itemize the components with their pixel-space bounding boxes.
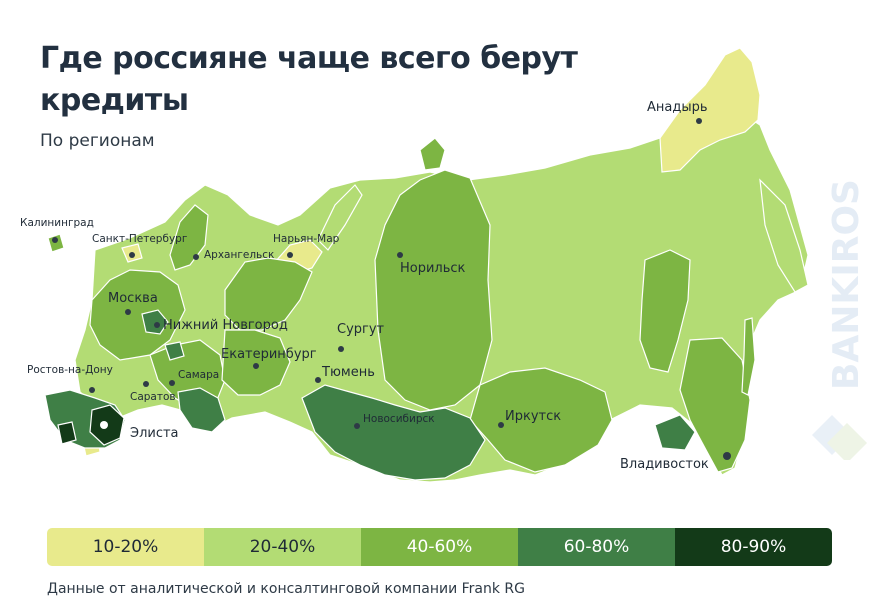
region-karelia [169, 204, 209, 271]
city-dot-spb [129, 252, 135, 258]
city-dot-tyumen [315, 377, 321, 383]
region-komi [224, 257, 313, 331]
city-label-spb: Санкт-Петербург [92, 233, 187, 245]
city-dot-surgut [338, 346, 344, 352]
region-amur [654, 414, 696, 451]
region-moscow-ring [141, 309, 169, 335]
city-label-nizhny: Нижний Новгород [163, 318, 288, 333]
region-tatarstan [164, 341, 185, 361]
city-dot-norilsk [397, 252, 403, 258]
legend-item-2: 20-40% [204, 528, 361, 566]
city-dot-vladivostok [723, 452, 731, 460]
region-primorye [679, 337, 751, 473]
region-yamal-island [419, 137, 446, 171]
watermark-text: BANKIROS [826, 179, 867, 390]
city-dot-rostov [89, 387, 95, 393]
city-dot-saratov [143, 381, 149, 387]
region-central [89, 269, 186, 361]
legend-item-5: 80-90% [675, 528, 832, 566]
city-label-saratov: Саратов [130, 391, 176, 403]
region-sakhalin [741, 317, 756, 396]
city-label-irkutsk: Иркутск [505, 409, 561, 424]
region-orenburg [177, 387, 226, 433]
city-dot-irkutsk [498, 422, 504, 428]
russia-map: Калининград Санкт-Петербург Архангельск … [20, 47, 809, 483]
region-siberia-south [301, 384, 486, 481]
city-label-tyumen: Тюмень [321, 365, 375, 380]
watermark-logo-icon [812, 415, 867, 460]
city-dot-ekaterinburg [253, 363, 259, 369]
legend: 10-20% 20-40% 40-60% 60-80% 80-90% [47, 528, 832, 566]
city-markers [52, 118, 731, 460]
city-dot-naryan-mar [287, 252, 293, 258]
city-dot-nizhny [154, 322, 160, 328]
city-label-kaliningrad: Калининград [20, 217, 94, 229]
region-irkutsk [469, 367, 613, 473]
city-dot-moscow [125, 309, 131, 315]
region-kamchatka [759, 178, 809, 293]
city-label-moscow: Москва [108, 291, 158, 306]
city-dot-arkhangelsk [193, 254, 199, 260]
bankiros-watermark: BANKIROS [812, 179, 867, 460]
city-dot-samara [169, 380, 175, 386]
city-label-arkhangelsk: Архангельск [204, 249, 274, 261]
city-label-surgut: Сургут [337, 322, 385, 337]
city-label-samara: Самара [178, 369, 219, 381]
legend-item-1: 10-20% [47, 528, 204, 566]
source-note: Данные от аналитической и консалтинговой… [47, 581, 526, 597]
city-label-norilsk: Норильск [400, 261, 466, 276]
region-caucasus-dark [57, 421, 77, 445]
city-label-novosibirsk: Новосибирск [363, 413, 435, 425]
city-label-rostov: Ростов-на-Дону [27, 364, 113, 376]
city-dot-novosibirsk [354, 423, 360, 429]
region-urals [221, 329, 291, 396]
city-dot-elista [100, 421, 108, 429]
city-label-elista: Элиста [130, 426, 179, 441]
region-chukotka [659, 47, 761, 173]
city-dot-anadyr [696, 118, 702, 124]
page-title: Где россияне чаще всего берут кредиты [40, 41, 578, 118]
region-novaya-zemlya [317, 184, 363, 251]
page-subtitle: По регионам [40, 131, 155, 151]
city-label-vladivostok: Владивосток [620, 457, 709, 472]
city-label-anadyr: Анадырь [647, 100, 708, 115]
legend-item-4: 60-80% [518, 528, 675, 566]
region-kaliningrad [47, 233, 65, 253]
city-label-naryan-mar: Нарьян-Мар [273, 233, 340, 245]
region-krasnoyarsk [374, 169, 493, 411]
legend-item-3: 40-60% [361, 528, 518, 566]
city-label-ekaterinburg: Екатеринбург [221, 347, 317, 362]
city-dot-kaliningrad [52, 237, 58, 243]
region-khabarovsk [639, 249, 691, 373]
